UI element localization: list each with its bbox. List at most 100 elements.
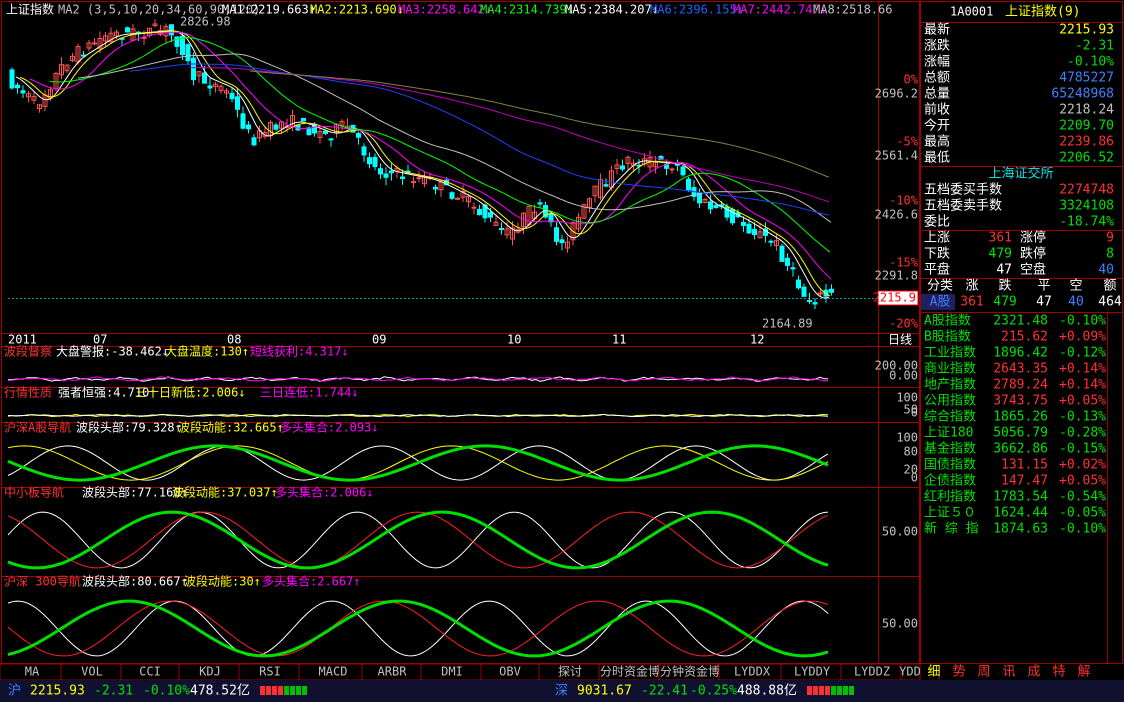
indicator-tab[interactable]: LYDDY bbox=[794, 665, 831, 679]
index-name: 基金指数 bbox=[924, 441, 976, 457]
indicator-line bbox=[7, 444, 829, 482]
candle-body bbox=[746, 223, 752, 234]
panel-axis-label: 80 bbox=[904, 445, 918, 459]
index-change: -0.15% bbox=[1059, 442, 1106, 457]
side-tab[interactable]: 细 bbox=[927, 665, 940, 680]
breadth-label: 涨停 bbox=[1020, 230, 1046, 246]
category-header: 空 bbox=[1069, 279, 1082, 294]
candle-body bbox=[460, 190, 466, 198]
candle-body bbox=[554, 227, 559, 242]
candle-body bbox=[180, 35, 185, 56]
ma-params: MA2 (3,5,10,20,34,60,90,120) bbox=[58, 3, 260, 17]
status-text: 488.88亿 bbox=[737, 684, 797, 699]
candle-body bbox=[125, 27, 130, 33]
ma-value: MA1:2219.663↑ bbox=[222, 3, 316, 17]
panel-value: 三十日新低:2.006↓ bbox=[135, 385, 246, 400]
panel-axis-label: 100 bbox=[896, 391, 918, 405]
candle-body bbox=[581, 203, 587, 219]
price-axis-label: 0% bbox=[904, 73, 919, 87]
candle-body bbox=[383, 173, 389, 178]
indicator-tab[interactable]: MA bbox=[25, 665, 40, 679]
candle-body bbox=[207, 85, 213, 89]
side-tab[interactable]: 成 bbox=[1027, 665, 1040, 680]
ma-value: MA5:2384.207↓ bbox=[565, 3, 659, 17]
side-tab[interactable]: 势 bbox=[952, 664, 965, 680]
index-name: B股指数 bbox=[924, 330, 971, 345]
side-tab[interactable]: 解 bbox=[1077, 665, 1090, 680]
category-cell: 479 bbox=[993, 295, 1016, 310]
indicator-tab[interactable]: 探讨 bbox=[558, 665, 582, 679]
side-tab[interactable]: 讯 bbox=[1002, 665, 1015, 680]
quote-value: -0.10% bbox=[1067, 55, 1114, 70]
panel-value: 波段动能:30↑ bbox=[184, 574, 261, 589]
candle-body bbox=[185, 44, 191, 62]
indicator-tab[interactable]: RSI bbox=[259, 665, 281, 679]
candle-body bbox=[796, 279, 801, 289]
panel-value: 波段头部:77.160↑ bbox=[82, 485, 188, 500]
index-change: -0.05% bbox=[1059, 506, 1106, 521]
candle-body bbox=[477, 208, 482, 216]
candle-body bbox=[389, 170, 394, 174]
quote-value: 2209.70 bbox=[1059, 119, 1114, 134]
breadth-label: 上涨 bbox=[924, 231, 950, 246]
chart-title: 上证指数 bbox=[6, 2, 54, 17]
low-annotation: 2164.89 bbox=[762, 317, 813, 331]
index-name: 上证180 bbox=[924, 426, 973, 441]
indicator-tab[interactable]: 分钟资金博 bbox=[660, 664, 720, 679]
index-change: -0.10% bbox=[1059, 314, 1106, 329]
quote-label: 今开 bbox=[924, 118, 950, 134]
candle-body bbox=[702, 199, 708, 203]
indicator-tab[interactable]: OBV bbox=[499, 665, 521, 679]
quote-value: 4785227 bbox=[1059, 71, 1114, 86]
indicator-tab[interactable]: LYDDX bbox=[734, 665, 771, 679]
breadth-label: 跌停 bbox=[1020, 246, 1046, 262]
candle-body bbox=[785, 257, 790, 266]
indicator-line bbox=[7, 600, 829, 657]
index-value: 3662.86 bbox=[993, 442, 1048, 457]
candle-body bbox=[378, 168, 383, 175]
indicator-tab[interactable]: VOL bbox=[81, 665, 103, 679]
indicator-tab[interactable]: MACD bbox=[319, 665, 348, 679]
side-tab[interactable]: 周 bbox=[977, 665, 990, 680]
status-block bbox=[819, 686, 824, 695]
exchange-value: 3324108 bbox=[1059, 199, 1114, 214]
candle-body bbox=[455, 197, 460, 200]
index-name: 公用指数 bbox=[924, 394, 976, 409]
category-cell: 361 bbox=[960, 295, 983, 310]
candle-body bbox=[70, 55, 75, 62]
quote-value: -2.31 bbox=[1075, 39, 1114, 54]
indicator-line bbox=[7, 511, 829, 569]
candle-body bbox=[620, 165, 625, 170]
candle-body bbox=[598, 179, 603, 199]
status-bar bbox=[0, 680, 1124, 702]
exchange-value: 2274748 bbox=[1059, 183, 1114, 198]
price-axis-label: 2561.4 bbox=[875, 149, 918, 163]
candle-body bbox=[92, 42, 97, 45]
exchange-title: 上海证交所 bbox=[988, 166, 1053, 182]
index-name: 商业指数 bbox=[924, 362, 976, 377]
status-text: -0.10% bbox=[143, 684, 190, 699]
index-value: 215.62 bbox=[1001, 330, 1048, 345]
breadth-label: 平盘 bbox=[924, 262, 950, 278]
indicator-tab[interactable]: LYDDZ bbox=[854, 665, 890, 679]
indicator-tab[interactable]: YDD bbox=[899, 665, 921, 679]
candle-body bbox=[196, 71, 202, 77]
indicator-tab[interactable]: DMI bbox=[441, 665, 463, 679]
panel-name: 沪深 300导航 bbox=[4, 574, 81, 589]
index-name: 企债指数 bbox=[924, 473, 976, 489]
side-tab[interactable]: 特 bbox=[1052, 665, 1065, 680]
indicator-tab[interactable]: KDJ bbox=[199, 665, 221, 679]
status-block bbox=[296, 686, 301, 695]
ma-line bbox=[49, 37, 831, 253]
indicator-tab[interactable]: CCI bbox=[139, 665, 161, 679]
category-cell: 47 bbox=[1036, 295, 1052, 310]
status-block bbox=[284, 686, 289, 695]
candle-body bbox=[174, 36, 180, 47]
frames bbox=[1, 1, 1123, 664]
indicator-tab[interactable]: 分时资金博 bbox=[600, 664, 660, 679]
breadth-value: 479 bbox=[989, 247, 1012, 262]
candle-body bbox=[779, 245, 785, 262]
exchange-label: 委比 bbox=[924, 215, 950, 230]
indicator-tab[interactable]: ARBR bbox=[378, 665, 408, 679]
status-text: 深 bbox=[555, 684, 568, 699]
